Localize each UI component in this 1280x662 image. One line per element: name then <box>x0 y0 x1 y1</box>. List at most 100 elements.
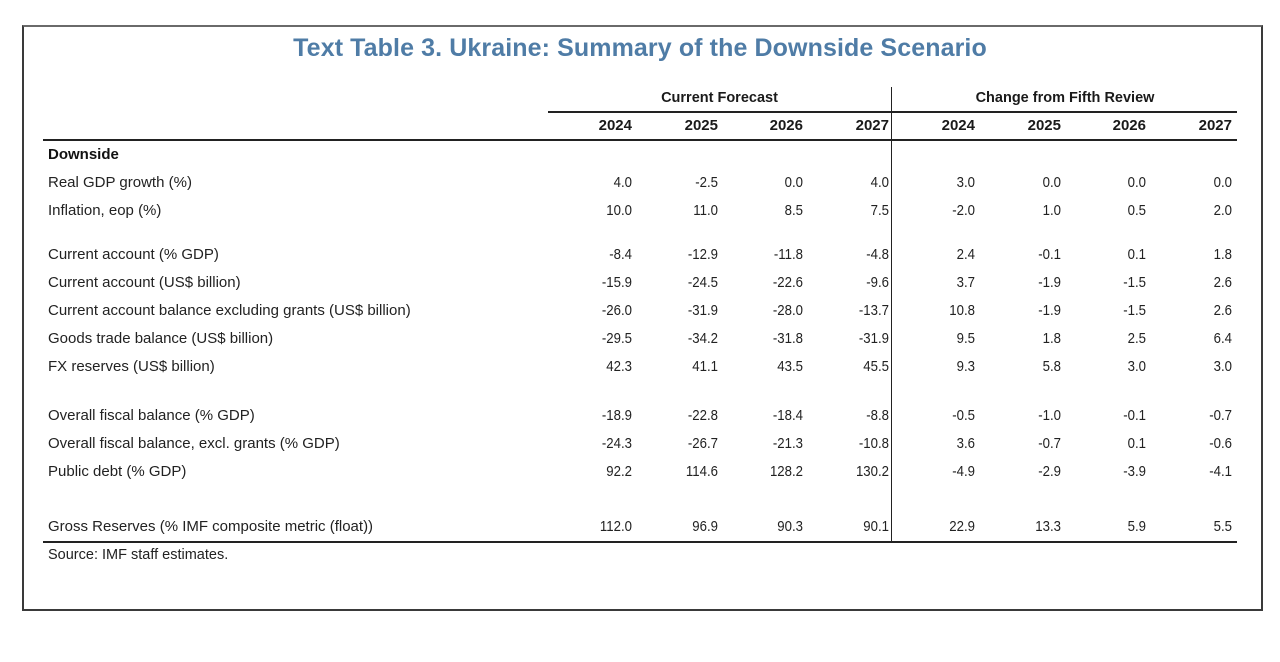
table-row: Current account (US$ billion) -15.9 -24.5 -… <box>48 272 1238 294</box>
table-cell: -2.5 <box>695 174 718 191</box>
table-cell: -2.9 <box>1038 463 1061 480</box>
table-cell: 41.1 <box>692 358 718 375</box>
table-cell: 90.1 <box>863 518 889 535</box>
table-cell: 0.0 <box>1042 174 1061 191</box>
table-cell: 3.0 <box>1213 358 1232 375</box>
table-cell: 10.0 <box>606 202 632 219</box>
table-frame <box>22 25 1263 611</box>
table-cell: 9.3 <box>956 358 975 375</box>
table-row: Overall fiscal balance (% GDP) -18.9 -22.8… <box>48 405 1238 427</box>
group-header-rule <box>548 111 1237 113</box>
table-cell: 22.9 <box>949 518 975 535</box>
row-label: Gross Reserves (% IMF composite metric (… <box>48 518 374 535</box>
table-cell: 5.9 <box>1127 518 1146 535</box>
table-cell: -2.0 <box>952 202 975 219</box>
header-bottom-rule <box>43 139 1237 141</box>
table-cell: -29.5 <box>601 330 632 347</box>
row-label: Public debt (% GDP) <box>48 463 187 480</box>
table-cell: 2.0 <box>1213 202 1232 219</box>
table-cell: 1.8 <box>1213 246 1232 263</box>
table-cell: -4.9 <box>952 463 975 480</box>
table-cell: -1.5 <box>1123 302 1146 319</box>
table-cell: -9.6 <box>866 274 889 291</box>
table-cell: 4.0 <box>870 174 889 191</box>
table-cell: -0.6 <box>1209 435 1232 452</box>
table-cell: -0.7 <box>1209 407 1232 424</box>
table-cell: 2.6 <box>1213 274 1232 291</box>
table-cell: 13.3 <box>1035 518 1061 535</box>
year-header: 2027 <box>855 117 889 134</box>
table-cell: 7.5 <box>870 202 889 219</box>
row-label: Current account (% GDP) <box>48 246 219 263</box>
table-cell: -11.8 <box>773 246 803 263</box>
table-row: Public debt (% GDP) 92.2 114.6 128.2 130.2 -4… <box>48 461 1238 483</box>
table-cell: 3.7 <box>956 274 975 291</box>
table-cell: 92.2 <box>606 463 632 480</box>
table-cell: -22.8 <box>687 407 718 424</box>
table-cell: -15.9 <box>601 274 632 291</box>
table-cell: -1.9 <box>1038 302 1061 319</box>
table-cell: -28.0 <box>772 302 803 319</box>
year-header: 2027 <box>1198 117 1232 134</box>
table-cell: 90.3 <box>777 518 803 535</box>
table-title: Text Table 3. Ukraine: Summary of the Do… <box>293 34 987 62</box>
table-cell: 114.6 <box>685 463 718 480</box>
table-cell: -31.8 <box>772 330 803 347</box>
table-row: Current account (% GDP) -8.4 -12.9 -11.8 -4.… <box>48 244 1238 266</box>
table-cell: -22.6 <box>772 274 803 291</box>
table-cell: -24.3 <box>601 435 632 452</box>
table-cell: -1.5 <box>1123 274 1146 291</box>
year-header: 2026 <box>769 117 803 134</box>
year-header: 2025 <box>684 117 718 134</box>
table-cell: -8.8 <box>866 407 889 424</box>
table-cell: 1.0 <box>1042 202 1061 219</box>
row-label: Inflation, eop (%) <box>48 202 162 219</box>
table-cell: -1.0 <box>1038 407 1061 424</box>
table-cell: -4.8 <box>866 246 889 263</box>
table-cell: -0.1 <box>1123 407 1146 424</box>
table-cell: -0.1 <box>1038 246 1061 263</box>
table-cell: -3.9 <box>1123 463 1146 480</box>
table-cell: 0.1 <box>1127 435 1146 452</box>
table-cell: 130.2 <box>855 463 889 480</box>
table-cell: 43.5 <box>777 358 803 375</box>
table-cell: 5.8 <box>1042 358 1061 375</box>
table-cell: -26.7 <box>687 435 718 452</box>
table-cell: 3.6 <box>956 435 975 452</box>
table-cell: 3.0 <box>956 174 975 191</box>
table-row: Real GDP growth (%) 4.0 -2.5 0.0 4.0 3.0 0.0 0.… <box>48 172 1238 194</box>
table-cell: 2.4 <box>956 246 975 263</box>
table-cell: 2.5 <box>1127 330 1146 347</box>
table-bottom-rule <box>43 541 1237 543</box>
table-cell: -24.5 <box>687 274 718 291</box>
table-cell: 11.0 <box>693 202 718 219</box>
table-cell: 2.6 <box>1213 302 1232 319</box>
row-label: Current account balance excluding grants… <box>48 302 411 319</box>
row-label: FX reserves (US$ billion) <box>48 358 215 375</box>
source-note: Source: IMF staff estimates. <box>48 547 229 563</box>
table-cell: -0.5 <box>952 407 975 424</box>
table-cell: 0.0 <box>1127 174 1146 191</box>
table-cell: -31.9 <box>858 330 889 347</box>
table-row: Current account balance excluding grants… <box>48 300 1238 322</box>
table-cell: 5.5 <box>1213 518 1232 535</box>
table-cell: 1.8 <box>1042 330 1061 347</box>
row-label: Goods trade balance (US$ billion) <box>48 330 274 347</box>
table-cell: -8.4 <box>609 246 632 263</box>
year-header: 2024 <box>598 117 632 134</box>
table-cell: 42.3 <box>606 358 632 375</box>
table-cell: 0.0 <box>784 174 803 191</box>
table-cell: 9.5 <box>956 330 975 347</box>
group-header-change-from-fifth-review: Change from Fifth Review <box>975 90 1155 106</box>
year-header: 2024 <box>941 117 975 134</box>
table-cell: -12.9 <box>687 246 718 263</box>
table-cell: -21.3 <box>772 435 803 452</box>
section-label: Downside <box>48 146 119 163</box>
table-cell: 45.5 <box>863 358 889 375</box>
table-cell: 3.0 <box>1127 358 1146 375</box>
table-cell: -10.8 <box>858 435 889 452</box>
table-row: Goods trade balance (US$ billion) -29.5 -3… <box>48 328 1238 350</box>
table-cell: 8.5 <box>784 202 803 219</box>
table-row: Overall fiscal balance, excl. grants (% … <box>48 433 1238 455</box>
group-header-current-forecast: Current Forecast <box>661 90 778 106</box>
